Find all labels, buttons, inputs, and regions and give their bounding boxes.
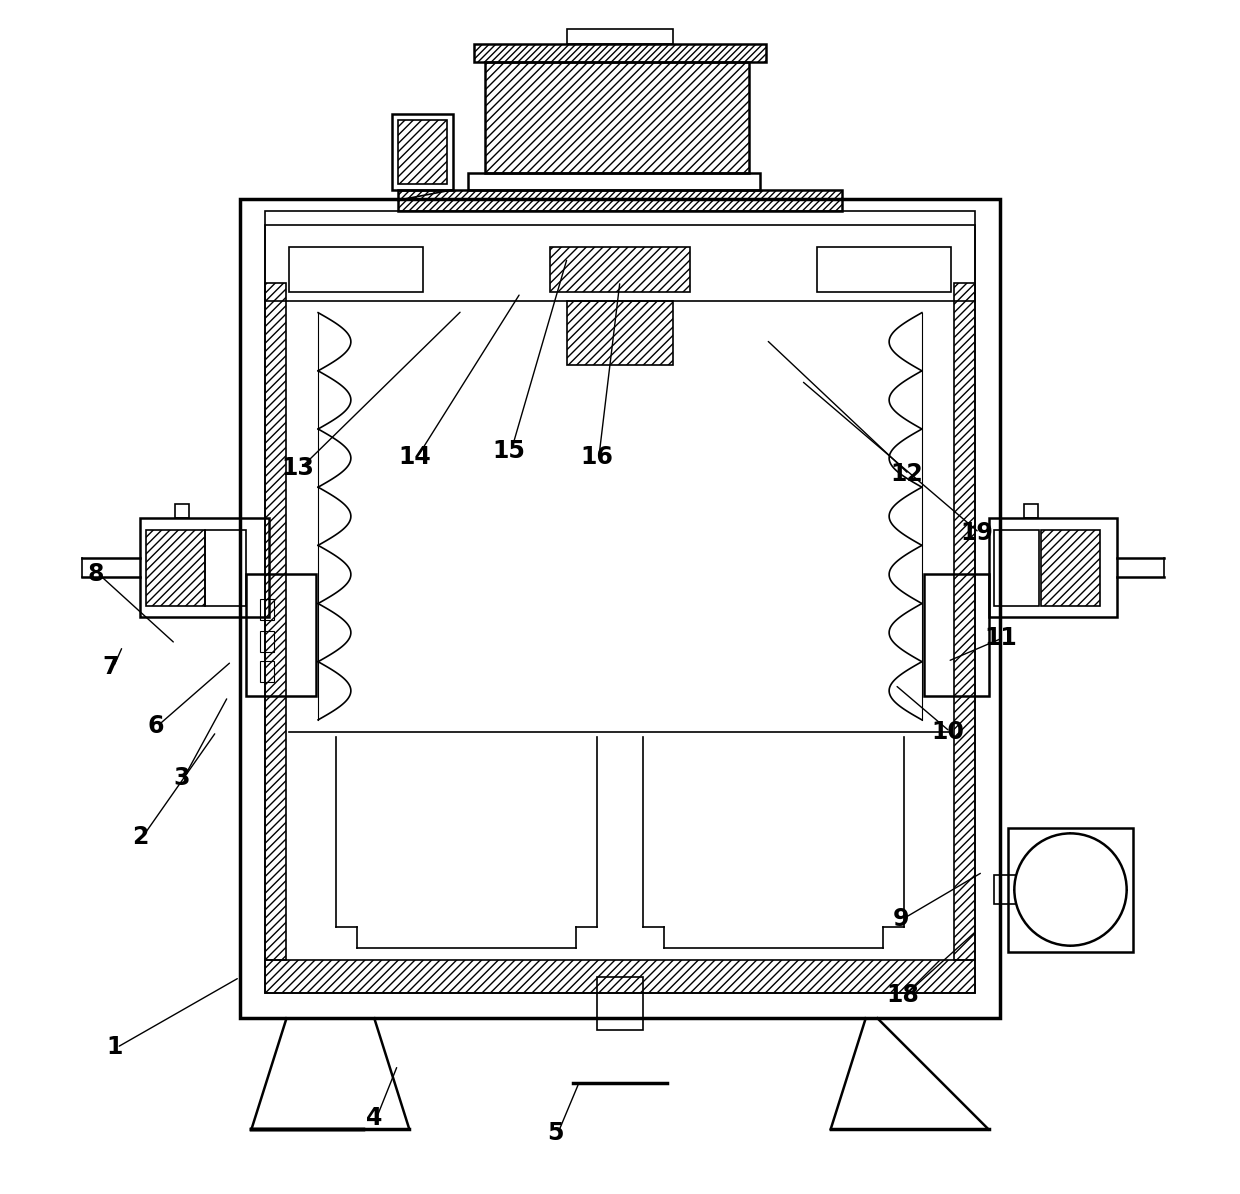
- Bar: [398, 119, 446, 184]
- Text: 8: 8: [88, 561, 104, 585]
- Text: 6: 6: [148, 714, 164, 738]
- Bar: [246, 573, 316, 696]
- Bar: [140, 518, 269, 617]
- Text: 18: 18: [887, 983, 920, 1007]
- Bar: [239, 199, 1001, 1018]
- Bar: [265, 283, 286, 960]
- Bar: [954, 283, 975, 960]
- Bar: [265, 211, 975, 301]
- Bar: [994, 875, 1029, 904]
- Bar: [1024, 504, 1038, 518]
- Bar: [1042, 530, 1100, 605]
- Bar: [146, 530, 205, 605]
- Text: 14: 14: [399, 444, 432, 468]
- Text: 1: 1: [107, 1035, 123, 1059]
- Text: 9: 9: [893, 906, 909, 931]
- Text: 7: 7: [103, 656, 119, 679]
- Bar: [259, 661, 274, 683]
- Text: 15: 15: [492, 438, 526, 463]
- Bar: [265, 960, 975, 992]
- Bar: [175, 504, 190, 518]
- Bar: [485, 62, 749, 173]
- Bar: [568, 30, 672, 43]
- Text: 12: 12: [890, 462, 923, 486]
- Bar: [1008, 827, 1132, 952]
- Text: 3: 3: [172, 767, 190, 790]
- Bar: [205, 530, 246, 605]
- Bar: [549, 247, 691, 291]
- Bar: [398, 190, 842, 211]
- Text: 4: 4: [366, 1106, 382, 1130]
- Bar: [596, 977, 644, 1030]
- Bar: [988, 518, 1117, 617]
- Text: 11: 11: [983, 626, 1017, 650]
- Text: 19: 19: [961, 521, 993, 544]
- Bar: [474, 43, 766, 62]
- Text: 10: 10: [931, 720, 963, 744]
- Bar: [467, 173, 760, 190]
- Bar: [289, 247, 423, 291]
- Bar: [265, 224, 975, 992]
- Bar: [994, 530, 1039, 605]
- Bar: [259, 630, 274, 652]
- Text: 2: 2: [133, 825, 149, 849]
- Text: 13: 13: [281, 456, 315, 480]
- Bar: [259, 599, 274, 621]
- Text: 5: 5: [547, 1121, 564, 1145]
- Bar: [817, 247, 951, 291]
- Bar: [924, 573, 988, 696]
- Bar: [568, 301, 672, 365]
- Bar: [392, 113, 453, 190]
- Text: 16: 16: [580, 444, 613, 468]
- Circle shape: [1014, 833, 1127, 946]
